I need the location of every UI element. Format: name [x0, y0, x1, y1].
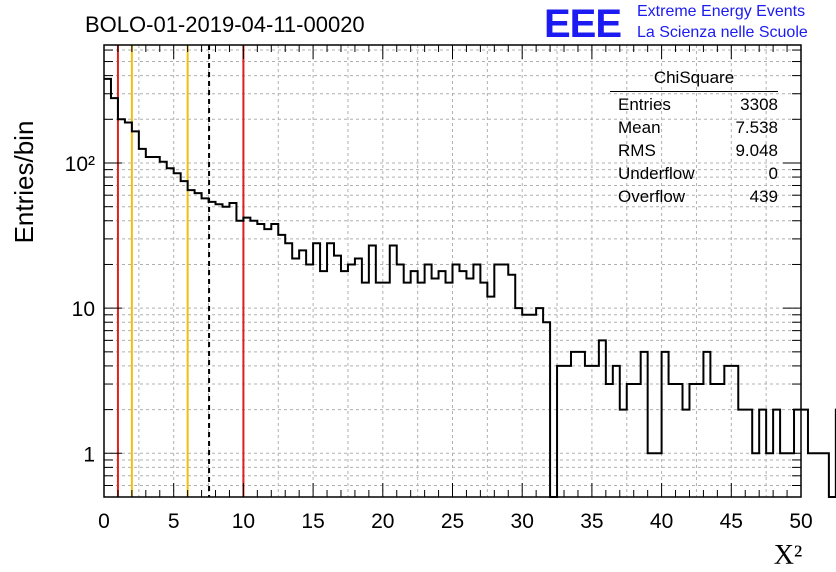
- stats-value: 0: [768, 164, 778, 183]
- y-tick-label: 10²: [65, 153, 95, 176]
- stats-title: ChiSquare: [610, 68, 778, 92]
- stats-row-entries: Entries 3308: [610, 93, 778, 116]
- axis-ticks: [103, 45, 802, 498]
- stats-value: 439: [749, 187, 778, 206]
- stats-box: ChiSquare Entries 3308 Mean 7.538 RMS 9.…: [610, 68, 778, 208]
- run-title: BOLO-01-2019-04-11-00020: [85, 12, 365, 37]
- brand-line-2: La Scienza nelle Scuole: [637, 24, 808, 41]
- x-tick-label: 10: [232, 510, 255, 533]
- x-tick-label: 20: [371, 510, 394, 533]
- x-axis-label: Χ²: [774, 540, 803, 571]
- x-tick-label: 0: [98, 510, 110, 533]
- x-tick-label: 5: [168, 510, 180, 533]
- stats-row-underflow: Underflow 0: [610, 162, 778, 185]
- stats-value: 9.048: [735, 141, 778, 160]
- x-tick-label: 30: [511, 510, 534, 533]
- stats-value: 3308: [740, 95, 778, 114]
- x-tick-label: 40: [650, 510, 673, 533]
- brand-line-1: Extreme Energy Events: [637, 3, 806, 20]
- stats-row-mean: Mean 7.538: [610, 116, 778, 139]
- y-tick-label: 10: [72, 298, 95, 321]
- stats-label: Mean: [618, 118, 661, 137]
- grid-lines: [104, 45, 801, 497]
- eee-logo: EEE: [544, 2, 622, 46]
- stats-label: Entries: [618, 95, 671, 114]
- x-tick-label: 15: [301, 510, 324, 533]
- x-tick-label: 50: [789, 510, 812, 533]
- stats-row-rms: RMS 9.048: [610, 139, 778, 162]
- tick-labels: 0 5 10 15 20 25 30 35 40 45 50 1 10 10²: [65, 153, 813, 533]
- stats-label: RMS: [618, 141, 656, 160]
- stats-row-overflow: Overflow 439: [610, 185, 778, 208]
- x-tick-label: 25: [441, 510, 464, 533]
- x-tick-label: 45: [720, 510, 743, 533]
- y-axis-label: Entries/bin: [9, 121, 39, 244]
- vertical-markers: [116, 45, 245, 497]
- stats-label: Overflow: [618, 187, 686, 206]
- stats-value: 7.538: [735, 118, 778, 137]
- stats-label: Underflow: [618, 164, 695, 183]
- histogram-series: [104, 77, 836, 498]
- y-tick-label: 1: [83, 443, 95, 466]
- x-tick-label: 35: [580, 510, 603, 533]
